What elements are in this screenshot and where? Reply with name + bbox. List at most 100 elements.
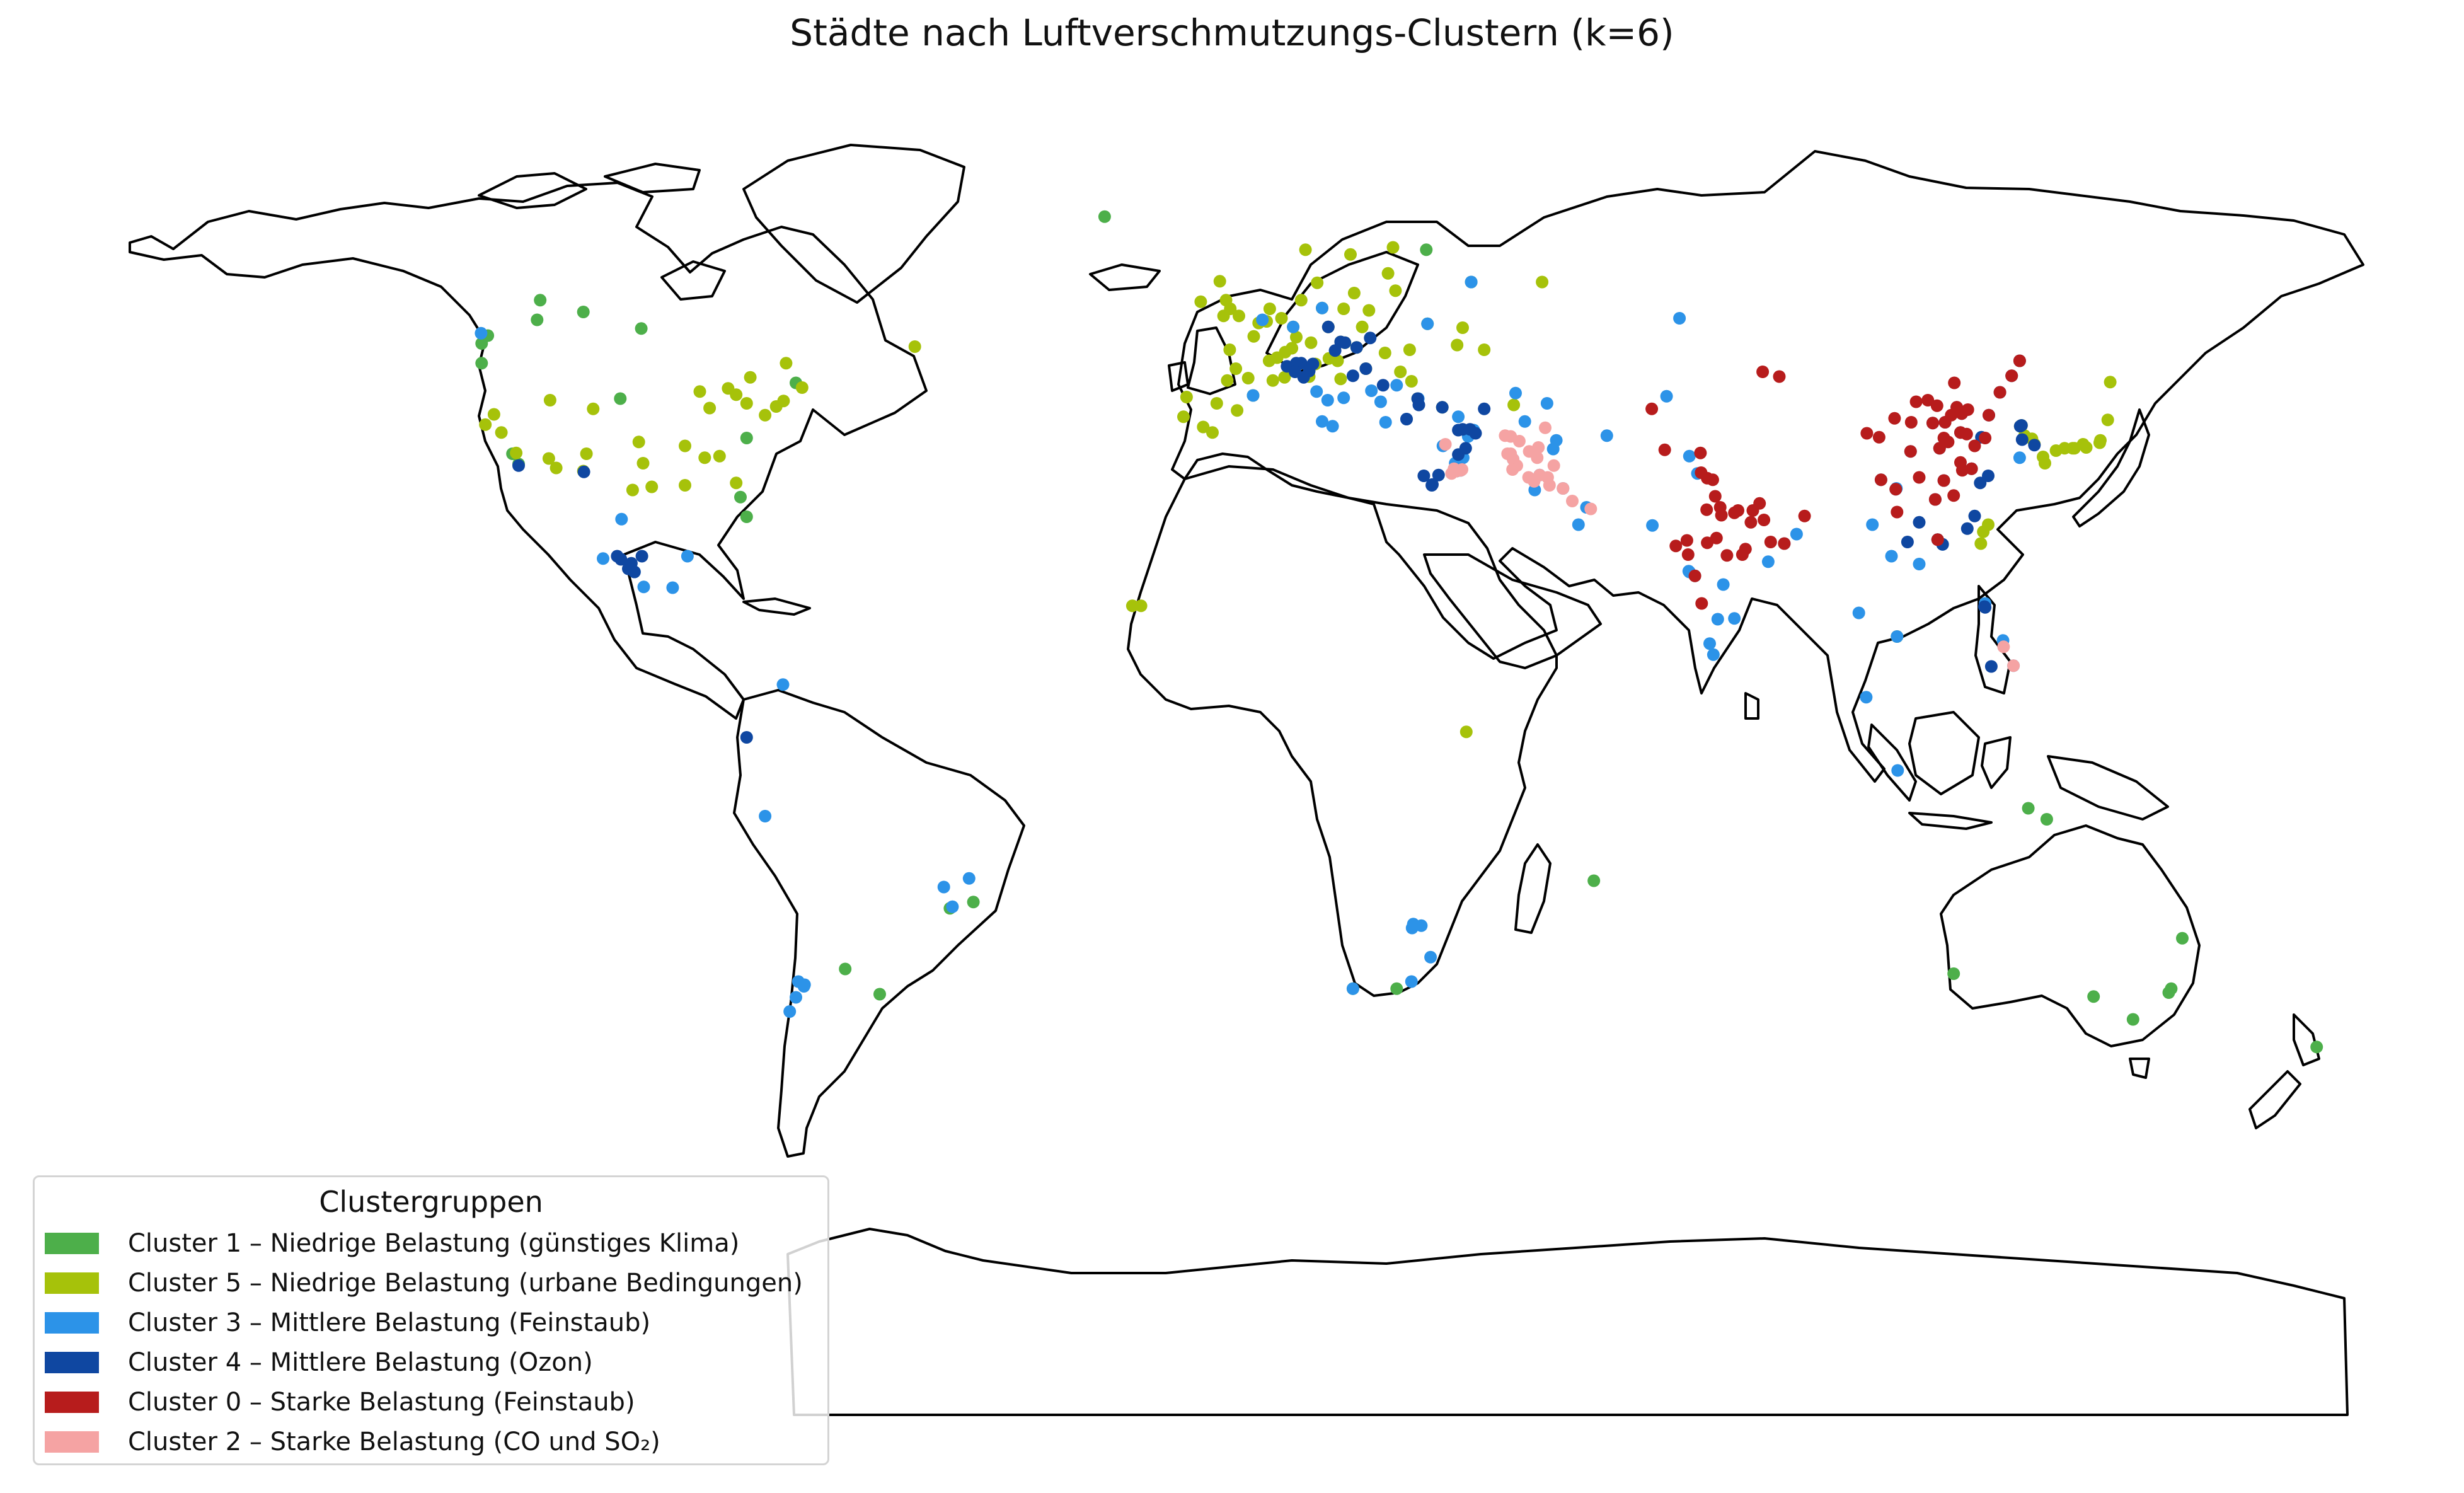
legend-label-cluster-0: Cluster 0 – Starke Belastung (Feinstaub) [128,1388,635,1417]
city-point-cluster-0 [1756,366,1770,378]
city-point-cluster-0 [1948,376,1961,389]
city-point-cluster-0 [1695,466,1708,479]
city-point-cluster-0 [1669,539,1683,553]
city-point-cluster-5 [1337,303,1350,315]
city-point-cluster-5 [1278,371,1291,384]
city-point-cluster-5 [1294,294,1308,307]
city-point-cluster-3 [1321,394,1334,406]
city-point-cluster-4 [1426,478,1439,491]
city-point-cluster-5 [543,394,556,406]
city-point-cluster-3 [1717,578,1730,591]
city-point-cluster-5 [1213,275,1226,288]
city-point-cluster-1 [873,988,886,1001]
city-point-cluster-5 [1344,248,1357,261]
city-point-cluster-0 [1778,537,1791,550]
coastline-sulawesi [1981,736,2012,789]
coastline-eurasia [1171,150,2364,783]
city-point-cluster-3 [1540,397,1553,410]
city-point-cluster-1 [740,432,753,444]
legend-swatch-cluster-3 [45,1312,99,1334]
city-point-cluster-1 [839,962,852,976]
city-point-cluster-3 [1707,648,1720,661]
city-point-cluster-5 [645,480,659,493]
city-point-cluster-5 [1403,343,1416,356]
city-point-cluster-5 [1299,243,1312,257]
city-point-cluster-1 [2176,931,2189,945]
city-point-cluster-5 [1210,397,1223,410]
city-point-cluster-5 [580,447,593,460]
city-point-cluster-5 [487,408,500,421]
city-point-cluster-0 [1945,408,1958,422]
city-point-cluster-5 [1217,309,1230,323]
city-point-cluster-0 [1688,569,1701,582]
city-point-cluster-4 [635,550,648,563]
city-point-cluster-3 [1546,442,1560,456]
city-point-cluster-3 [1316,415,1328,428]
city-point-cluster-5 [1275,312,1288,325]
city-point-cluster-0 [1680,534,1693,547]
city-point-cluster-3 [666,581,679,594]
city-point-cluster-0 [1645,402,1659,415]
city-point-cluster-1 [2022,802,2035,815]
city-point-cluster-0 [1708,490,1722,503]
city-point-cluster-5 [587,402,600,415]
city-point-cluster-5 [1279,345,1292,359]
city-point-cluster-5 [1247,330,1260,343]
city-point-cluster-5 [730,476,743,490]
coastline-britain [1168,326,1236,395]
city-point-cluster-5 [1451,338,1464,352]
city-point-cluster-2 [1557,482,1570,495]
city-point-cluster-4 [1364,331,1377,345]
coastline-japan [2072,408,2150,527]
city-point-cluster-1 [967,896,980,909]
city-point-cluster-3 [1761,555,1775,568]
city-point-cluster-0 [2013,354,2026,367]
city-point-cluster-1 [2162,986,2175,999]
legend-swatch-cluster-5 [45,1272,99,1294]
city-point-cluster-3 [1310,385,1323,398]
city-point-cluster-0 [1889,483,1903,496]
city-point-cluster-3 [1390,379,1403,392]
city-point-cluster-5 [1194,295,1207,308]
city-point-cluster-1 [475,357,488,370]
city-point-cluster-3 [1518,415,1531,428]
city-point-cluster-5 [1206,426,1219,439]
city-point-cluster-3 [1465,275,1478,289]
city-point-cluster-0 [1968,439,1981,453]
city-point-cluster-1 [740,510,753,523]
city-point-cluster-5 [2101,413,2114,427]
city-point-cluster-0 [2005,369,2018,383]
city-point-cluster-4 [611,550,624,563]
city-point-cluster-5 [1231,404,1244,417]
city-point-cluster-2 [1547,459,1560,472]
city-point-cluster-4 [1478,402,1491,415]
city-point-cluster-1 [2040,813,2053,826]
city-point-cluster-4 [1436,401,1449,414]
coastline-antarctica [786,1228,2349,1416]
city-point-cluster-3 [1421,317,1434,330]
city-point-cluster-3 [1913,558,1926,570]
city-point-cluster-0 [1753,497,1766,510]
coastline-tasmania [2129,1058,2150,1079]
city-point-cluster-5 [1241,372,1255,384]
city-point-cluster-5 [1389,284,1402,297]
city-point-cluster-2 [1504,447,1517,460]
city-point-cluster-4 [628,565,641,579]
city-point-cluster-4 [1459,442,1472,455]
legend-label-cluster-5: Cluster 5 – Niedrige Belastung (urbane B… [128,1269,803,1298]
coastline-sumatra [1867,723,1917,802]
city-point-cluster-5 [1386,241,1400,254]
city-point-cluster-1 [577,306,590,318]
city-point-cluster-4 [1376,379,1390,392]
city-point-cluster-3 [1509,386,1522,400]
city-point-cluster-4 [1321,320,1335,333]
city-point-cluster-0 [1947,489,1960,502]
city-point-cluster-2 [1439,438,1452,451]
city-point-cluster-0 [1695,597,1708,610]
city-point-cluster-3 [1866,518,1879,531]
city-point-cluster-0 [1739,543,1752,556]
city-point-cluster-2 [1512,435,1526,447]
city-point-cluster-0 [1728,506,1741,519]
city-point-cluster-5 [1197,420,1210,434]
city-point-cluster-5 [2093,436,2106,449]
